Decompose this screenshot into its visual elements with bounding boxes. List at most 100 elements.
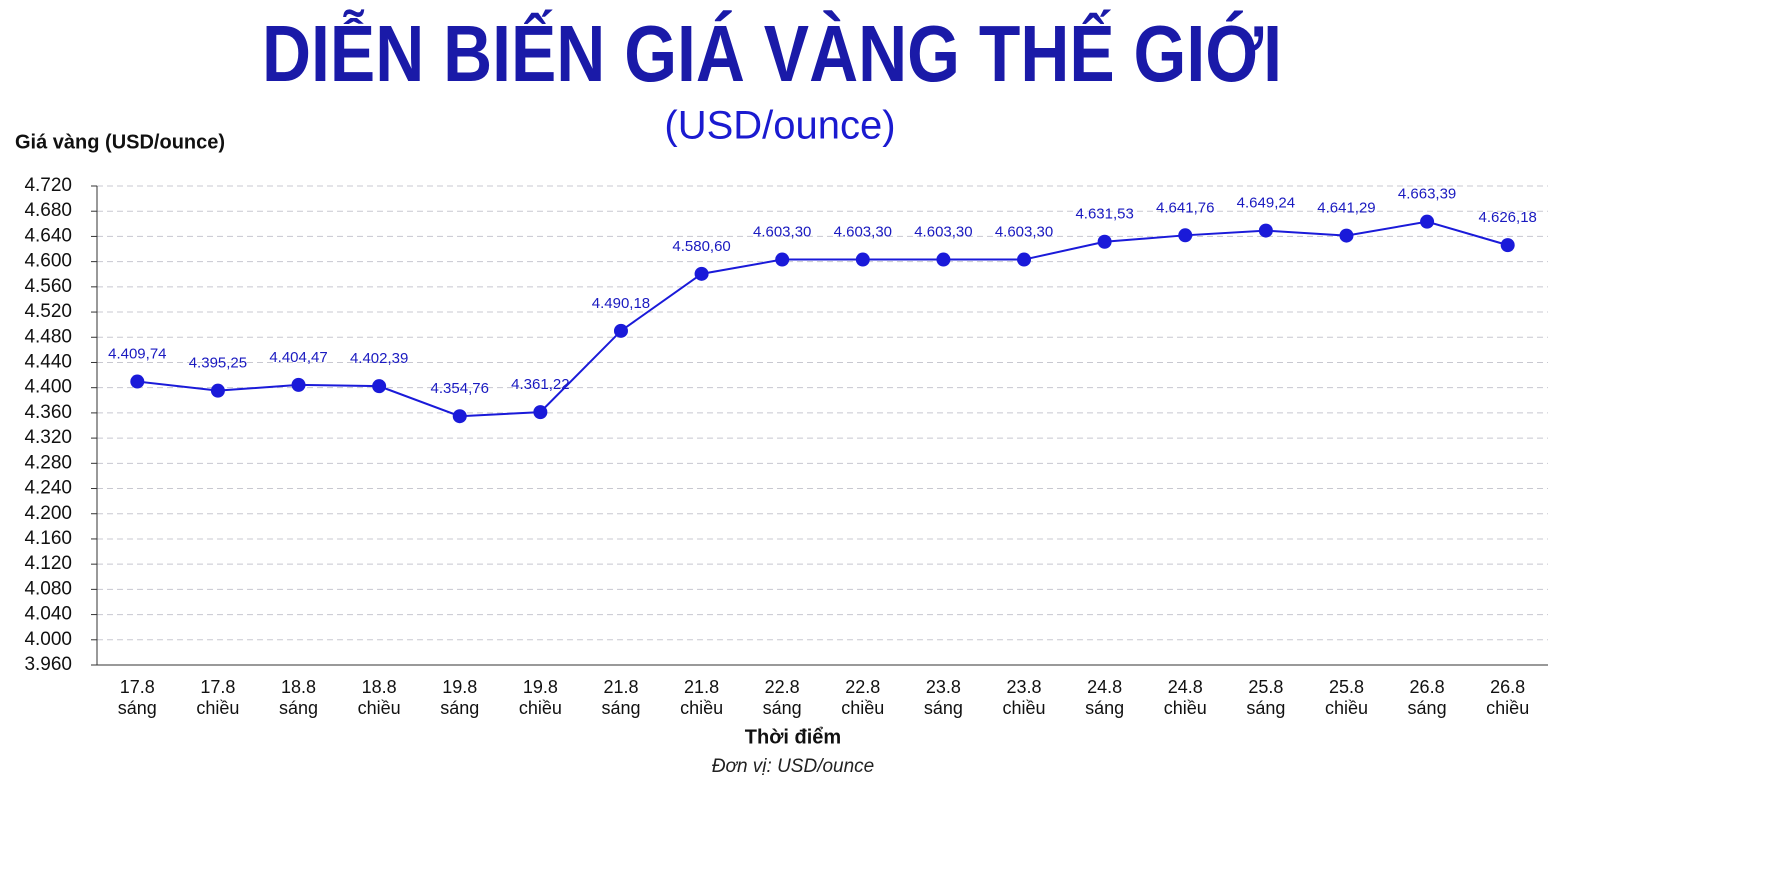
x-tick-label: 19.8 <box>442 677 477 697</box>
value-label: 4.354,76 <box>431 380 489 397</box>
note: Đơn vị: USD/ounce <box>712 756 875 777</box>
x-tick-label: 23.8 <box>1007 677 1042 697</box>
marker <box>613 323 628 338</box>
marker <box>936 252 951 267</box>
x-tick-label: 23.8 <box>926 677 961 697</box>
marker <box>1258 223 1273 238</box>
value-label: 4.663,39 <box>1398 186 1456 203</box>
x-tick-label: sáng <box>1246 698 1285 718</box>
value-label: 4.641,76 <box>1156 199 1214 216</box>
marker <box>533 405 548 420</box>
marker <box>372 379 387 394</box>
y-tick-label: 4.240 <box>24 478 72 499</box>
marker <box>1500 238 1515 253</box>
x-tick-label: 21.8 <box>603 677 638 697</box>
y-tick-label: 4.520 <box>24 301 72 322</box>
x-tick-label: sáng <box>279 698 318 718</box>
x-tick-label: chiều <box>1003 698 1046 718</box>
value-label: 4.603,30 <box>914 224 972 241</box>
marker <box>1339 228 1354 243</box>
y-tick-label: 4.160 <box>24 528 72 549</box>
marker <box>1178 228 1193 243</box>
y-tick-label: 4.280 <box>24 452 72 473</box>
chart-title: DIỄN BIẾN GIÁ VÀNG THẾ GIỚI <box>262 9 1282 98</box>
value-label: 4.580,60 <box>672 238 730 255</box>
x-tick-label: sáng <box>763 698 802 718</box>
marker <box>1420 214 1435 229</box>
x-tick-label: 17.8 <box>120 677 155 697</box>
x-tick-label: 17.8 <box>200 677 235 697</box>
x-tick-label: 24.8 <box>1168 677 1203 697</box>
value-label: 4.631,53 <box>1075 206 1133 223</box>
marker <box>291 377 306 392</box>
x-tick-label: chiều <box>1164 698 1207 718</box>
x-tick-label: 22.8 <box>765 677 800 697</box>
line <box>137 220 1508 418</box>
marker <box>130 374 145 389</box>
value-label: 4.361,22 <box>511 376 569 393</box>
marker <box>1017 252 1032 267</box>
y-tick-label: 4.720 <box>24 175 72 196</box>
y-tick-label: 4.440 <box>24 351 72 372</box>
x-tick-label: chiều <box>680 698 723 718</box>
x-tick-label: 19.8 <box>523 677 558 697</box>
y-tick-label: 4.360 <box>24 402 72 423</box>
x-tick-label: sáng <box>601 698 640 718</box>
y-tick-label: 4.560 <box>24 276 72 297</box>
x-tick-label: sáng <box>924 698 963 718</box>
x-tick-label: sáng <box>118 698 157 718</box>
value-label: 4.649,24 <box>1237 195 1295 212</box>
y-tick-label: 4.120 <box>24 553 72 574</box>
y-tick-label: 3.960 <box>24 654 72 675</box>
y-tick-label: 4.600 <box>24 251 72 272</box>
marker <box>210 383 225 398</box>
x-tick-label: chiều <box>196 698 239 718</box>
y-axis-title: Giá vàng (USD/ounce) <box>15 131 225 153</box>
x-tick-label: 18.8 <box>362 677 397 697</box>
x-tick-label: 26.8 <box>1490 677 1525 697</box>
x-tick-label: 21.8 <box>684 677 719 697</box>
value-label: 4.603,30 <box>753 224 811 241</box>
x-tick-label: 26.8 <box>1410 677 1445 697</box>
value-label: 4.603,30 <box>834 224 892 241</box>
value-label: 4.626,18 <box>1478 209 1536 226</box>
x-tick-label: chiều <box>1486 698 1529 718</box>
y-tick-label: 4.000 <box>24 629 72 650</box>
marker <box>694 266 709 281</box>
value-label: 4.409,74 <box>108 346 166 363</box>
y-tick-label: 4.680 <box>24 200 72 221</box>
value-label: 4.402,39 <box>350 350 408 367</box>
y-tick-label: 4.400 <box>24 377 72 398</box>
y-tick-label: 4.320 <box>24 427 72 448</box>
marker <box>1097 234 1112 249</box>
y-tick-label: 4.200 <box>24 503 72 524</box>
x-tick-label: 18.8 <box>281 677 316 697</box>
x-tick-label: chiều <box>841 698 884 718</box>
y-tick-label: 4.040 <box>24 604 72 625</box>
marker <box>452 409 467 424</box>
y-tick-label: 4.080 <box>24 578 72 599</box>
value-label: 4.490,18 <box>592 295 650 312</box>
value-label: 4.641,29 <box>1317 200 1375 217</box>
chart-subtitle: (USD/ounce) <box>664 104 895 148</box>
x-tick-label: 25.8 <box>1248 677 1283 697</box>
x-tick-label: chiều <box>519 698 562 718</box>
value-label: 4.404,47 <box>269 349 327 366</box>
x-tick-label: sáng <box>1085 698 1124 718</box>
value-label: 4.603,30 <box>995 224 1053 241</box>
x-tick-label: sáng <box>440 698 479 718</box>
x-tick-label: 24.8 <box>1087 677 1122 697</box>
x-axis-title: Thời điểm <box>745 726 841 748</box>
x-tick-label: chiều <box>358 698 401 718</box>
x-tick-label: 22.8 <box>845 677 880 697</box>
x-tick-label: chiều <box>1325 698 1368 718</box>
x-tick-label: sáng <box>1408 698 1447 718</box>
y-tick-label: 4.640 <box>24 225 72 246</box>
x-tick-label: 25.8 <box>1329 677 1364 697</box>
marker <box>855 252 870 267</box>
marker <box>775 252 790 267</box>
y-tick-label: 4.480 <box>24 326 72 347</box>
value-label: 4.395,25 <box>189 355 247 372</box>
